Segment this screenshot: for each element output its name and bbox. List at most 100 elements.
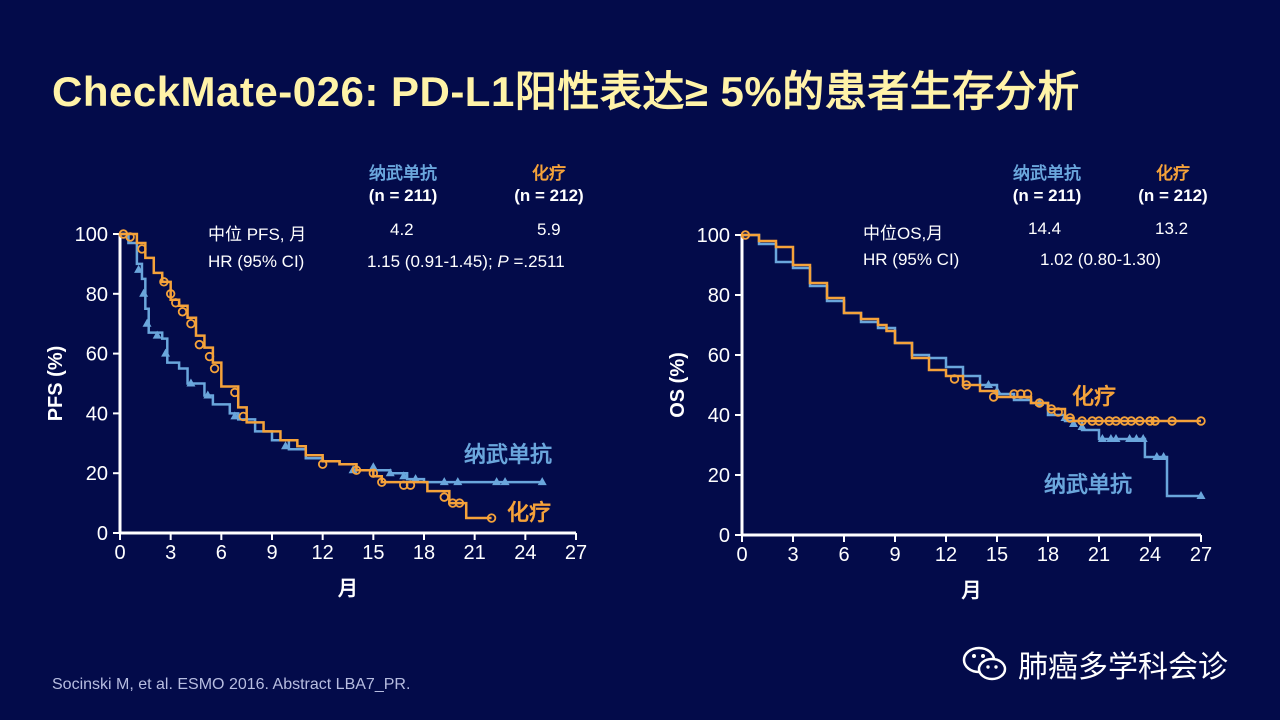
os-hr-label: HR (95% CI)	[863, 250, 960, 269]
pfs-x-tick-label: 3	[165, 542, 176, 564]
os-y-tick-label: 100	[697, 225, 730, 247]
os-y-tick-label: 60	[708, 345, 730, 367]
pfs-x-tick-label: 21	[464, 542, 486, 564]
os-censor-marker-chemo	[1094, 416, 1104, 426]
pfs-censor-marker-chemo	[137, 244, 147, 254]
os-x-tick-label: 12	[935, 544, 957, 566]
os-arm2-header: 化疗 (n = 212)	[1128, 163, 1218, 207]
os-censor-marker-chemo	[1145, 416, 1155, 426]
slide-title: CheckMate-026: PD-L1阳性表达≥ 5%的患者生存分析	[52, 68, 1080, 115]
os-median-arm1: 14.4	[1028, 219, 1062, 238]
os-censor-marker-nivolumab	[1077, 422, 1087, 430]
watermark-text: 肺癌多学科会诊	[1018, 651, 1228, 684]
os-censor-marker-nivolumab	[1131, 434, 1141, 442]
os-censor-marker-chemo	[1022, 389, 1033, 399]
pfs-censor-marker-nivolumab	[453, 477, 463, 486]
os-x-tick-label: 18	[1037, 544, 1059, 566]
os-x-tick-label: 3	[787, 544, 798, 566]
os-arm1-name: 纳武单抗	[1013, 164, 1081, 183]
pfs-censor-marker-nivolumab	[186, 378, 196, 387]
pfs-censor-marker-chemo	[439, 492, 449, 502]
pfs-arm2-n: (n = 212)	[514, 186, 584, 205]
pfs-censor-marker-chemo	[230, 387, 240, 398]
pfs-x-tick-label: 0	[114, 542, 125, 564]
pfs-arm1-name: 纳武单抗	[369, 164, 437, 183]
os-y-tick-label: 0	[719, 525, 730, 547]
os-x-tick-label: 24	[1139, 544, 1161, 566]
os-censor-marker-nivolumab	[1069, 419, 1078, 427]
os-y-tick-label: 40	[708, 405, 730, 427]
os-x-tick-label: 9	[889, 544, 900, 566]
pfs-censor-marker-chemo	[405, 480, 416, 490]
pfs-censor-marker-chemo	[351, 465, 362, 475]
pfs-x-tick-label: 18	[413, 542, 435, 564]
pfs-x-tick-label: 9	[266, 542, 277, 564]
pfs-censor-marker-nivolumab	[368, 462, 378, 471]
os-arm1-header: 纳武单抗 (n = 211)	[1002, 163, 1092, 207]
os-censor-marker-chemo	[988, 392, 999, 402]
os-arm1-n: (n = 211)	[1012, 186, 1082, 205]
os-x-tick-label: 27	[1190, 544, 1212, 566]
pfs-censor-marker-nivolumab	[411, 474, 421, 483]
pfs-censor-marker-chemo	[204, 351, 215, 362]
pfs-censor-marker-nivolumab	[152, 330, 162, 339]
pfs-arm2-header: 化疗 (n = 212)	[504, 163, 594, 207]
os-x-tick-label: 15	[986, 544, 1008, 566]
pfs-hr: 1.15 (0.91-1.45);	[367, 252, 498, 271]
os-censor-marker-chemo	[1065, 413, 1075, 423]
pfs-censor-marker-chemo	[209, 363, 220, 374]
os-censor-marker-chemo	[961, 380, 972, 390]
os-censor-marker-nivolumab	[1111, 434, 1121, 442]
pfs-censor-marker-nivolumab	[134, 264, 144, 273]
pfs-censor-marker-nivolumab	[537, 477, 547, 486]
pfs-x-tick-label: 15	[362, 542, 384, 564]
pfs-median-label: 中位 PFS, 月	[208, 225, 307, 244]
os-median-label: 中位OS,月	[863, 224, 944, 243]
pfs-censor-marker-nivolumab	[281, 441, 291, 450]
os-arm2-n: (n = 212)	[1138, 186, 1208, 205]
pfs-median-arm2: 5.9	[537, 220, 561, 239]
pfs-y-tick-label: 100	[75, 224, 108, 246]
pfs-series-annotation: 化疗	[507, 500, 551, 525]
pfs-x-tick-label: 27	[565, 542, 587, 564]
pfs-censor-marker-nivolumab	[399, 471, 409, 480]
pfs-censor-marker-chemo	[125, 232, 135, 242]
pfs-censor-marker-chemo	[171, 298, 181, 308]
os-censor-marker-chemo	[1196, 416, 1206, 426]
os-series-annotation: 化疗	[1072, 384, 1116, 409]
os-y-tick-label: 20	[708, 465, 730, 487]
os-y-tick-label: 80	[708, 285, 730, 307]
pfs-y-tick-label: 80	[86, 284, 108, 306]
pfs-median-arm1: 4.2	[390, 220, 414, 239]
pfs-series-annotation: 纳武单抗	[464, 442, 552, 467]
pfs-censor-marker-chemo	[186, 319, 196, 329]
pfs-censor-marker-nivolumab	[439, 477, 449, 486]
pfs-x-tick-label: 24	[514, 542, 536, 564]
pfs-censor-marker-chemo	[177, 307, 188, 317]
os-censor-marker-chemo	[1135, 416, 1145, 426]
pfs-censor-marker-nivolumab	[142, 318, 152, 327]
os-x-tick-label: 0	[736, 544, 747, 566]
os-series-annotation: 纳武单抗	[1044, 472, 1132, 497]
pfs-censor-marker-chemo	[238, 411, 248, 422]
pfs-y-tick-label: 40	[86, 403, 108, 425]
os-censor-marker-chemo	[1034, 398, 1045, 408]
os-hr-value: 1.02 (0.80-1.30)	[1040, 250, 1161, 269]
os-series-chemo-line	[742, 233, 1201, 423]
pfs-arm2-name: 化疗	[532, 164, 566, 183]
os-censor-marker-chemo	[1126, 416, 1136, 426]
pfs-p-label: P	[497, 252, 509, 271]
os-arm2-name: 化疗	[1156, 164, 1190, 183]
pfs-censor-marker-nivolumab	[500, 477, 510, 486]
pfs-censor-marker-nivolumab	[139, 288, 149, 297]
pfs-x-axis-label: 月	[337, 578, 358, 600]
os-censor-marker-chemo	[949, 374, 960, 384]
os-censor-marker-nivolumab	[1138, 434, 1148, 442]
pfs-censor-marker-nivolumab	[492, 477, 502, 486]
watermark: 肺癌多学科会诊	[960, 642, 1228, 686]
os-censor-marker-chemo	[1167, 416, 1177, 426]
pfs-censor-marker-nivolumab	[385, 468, 395, 477]
pfs-arm1-n: (n = 211)	[368, 186, 438, 205]
pfs-censor-marker-chemo	[368, 468, 379, 478]
